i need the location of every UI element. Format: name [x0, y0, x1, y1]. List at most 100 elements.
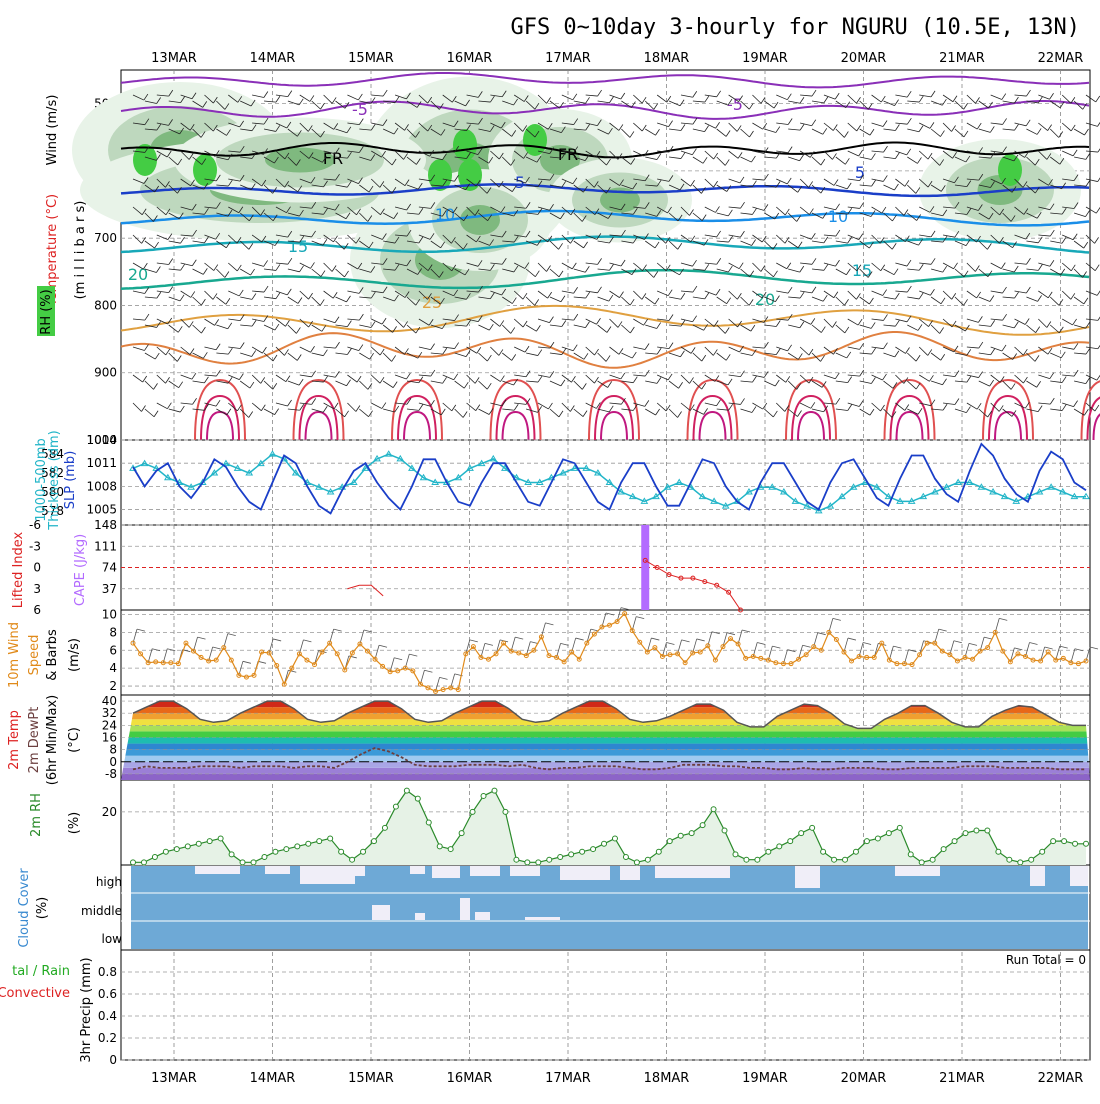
wind-barb-flag [1023, 377, 1027, 383]
wind-barb [991, 347, 1002, 351]
wind-barb-flag [201, 327, 205, 333]
wind-barb-flag [443, 377, 447, 383]
rh-point [930, 857, 935, 862]
wind-barb-flag [929, 375, 933, 381]
wind-barb [502, 353, 511, 360]
wind-barb-flag [523, 293, 527, 299]
wind-barb-flag [848, 377, 852, 383]
wind-barb-flag [928, 349, 932, 355]
wind-barb [907, 101, 919, 102]
contour-label: 5 [855, 163, 865, 182]
wind-barb [324, 95, 333, 103]
wind-barb [681, 347, 691, 353]
wind-barb-flag [894, 184, 898, 190]
wind-barb-flag [441, 409, 445, 415]
wind-barb-flag [943, 404, 947, 410]
wind-barb [645, 325, 656, 329]
wind-barb-flag [823, 128, 827, 134]
wind-barb-flag [776, 349, 780, 355]
wind-barb-flag [252, 293, 256, 299]
wind-barb-flag [548, 403, 552, 409]
wind-barb [752, 263, 760, 271]
rh-point [339, 849, 344, 854]
panel5-unit: (°C) [67, 727, 82, 753]
contour-label: -5 [352, 100, 368, 119]
wind-barb [895, 179, 905, 186]
wind-barb-flag [261, 377, 265, 383]
wind-barb-flag [264, 91, 268, 97]
wind-barb-flag [154, 411, 158, 417]
wind-barb-flag [931, 231, 935, 237]
wind-barb [669, 241, 678, 249]
wind-barb-flag [1026, 120, 1030, 126]
rh-point [952, 839, 957, 844]
wind-barb-flag [1086, 348, 1090, 354]
wind-barb [1015, 347, 1024, 355]
wind-barb [645, 101, 654, 109]
rh-point [875, 836, 880, 841]
wind-barb [276, 291, 287, 295]
temp-band [121, 744, 1090, 750]
wind-barb-flag [166, 349, 170, 355]
wind-barb [538, 375, 550, 377]
wind-barb [252, 403, 261, 411]
wind-barb [240, 325, 252, 326]
wind-barb-flag [181, 264, 185, 270]
wind-barb [836, 325, 845, 333]
wind-barb-flag [928, 153, 932, 159]
wind-barb [610, 95, 621, 99]
surface-temp-contour [491, 380, 541, 440]
wind-barb-flag [1050, 93, 1054, 99]
wind-barb-flag [740, 231, 744, 237]
wind-barb [264, 269, 276, 270]
wind-barb-flag [703, 157, 707, 163]
wind-barb [693, 101, 705, 102]
contour-label: 15 [852, 261, 872, 280]
wind-barb [586, 319, 597, 324]
wind-barb-flag [680, 100, 684, 106]
cloud-gap [795, 866, 820, 888]
rh-point [185, 844, 190, 849]
panel2-slp-label: SLP (mb) [63, 451, 78, 510]
wind-barb [788, 269, 800, 272]
wind-barb-flag [751, 156, 755, 162]
wind-barb [336, 269, 345, 277]
wind-barb-flag [955, 399, 959, 405]
wind-barb-flag [800, 97, 804, 103]
wind-barb [538, 319, 549, 323]
wind-barb [621, 353, 632, 358]
wind-barb-flag [860, 202, 864, 208]
wind-barb [657, 123, 668, 127]
wind-barb [598, 325, 607, 332]
wind-barb-flag [727, 298, 731, 304]
cloud-gap [1070, 866, 1088, 886]
wind-barb-flag [347, 321, 351, 327]
wind-barb-flag [475, 377, 479, 383]
wind-barb [574, 101, 586, 103]
wind-barb-flag [574, 287, 578, 293]
wind-barb [562, 403, 570, 411]
wind-barb [193, 269, 204, 274]
wind-barb-flag [1084, 242, 1088, 248]
wind-barb [860, 157, 872, 159]
wind-barb [598, 353, 607, 361]
wind-barb [324, 375, 336, 377]
rh-point [711, 807, 716, 812]
rh-point [163, 849, 168, 854]
wind-barb-flag [845, 327, 849, 333]
wind-barb [383, 381, 393, 388]
panel6-label: 2m RH [29, 793, 44, 837]
rh-point [229, 852, 234, 857]
wind-barb-flag [215, 319, 219, 325]
wind-barb [359, 353, 369, 359]
panel8-label-b: Convective [0, 986, 70, 1001]
wind-barb-flag [883, 343, 887, 349]
wind10-barb-flag [213, 647, 221, 649]
wind10-barb-flag [697, 639, 705, 641]
wind-barb-flag [788, 147, 792, 153]
rh-point [810, 825, 815, 830]
wind-barb [1050, 353, 1061, 358]
wind-barb [907, 129, 919, 132]
wind-barb-flag [1084, 298, 1088, 304]
wind-barb-flag [586, 97, 590, 103]
